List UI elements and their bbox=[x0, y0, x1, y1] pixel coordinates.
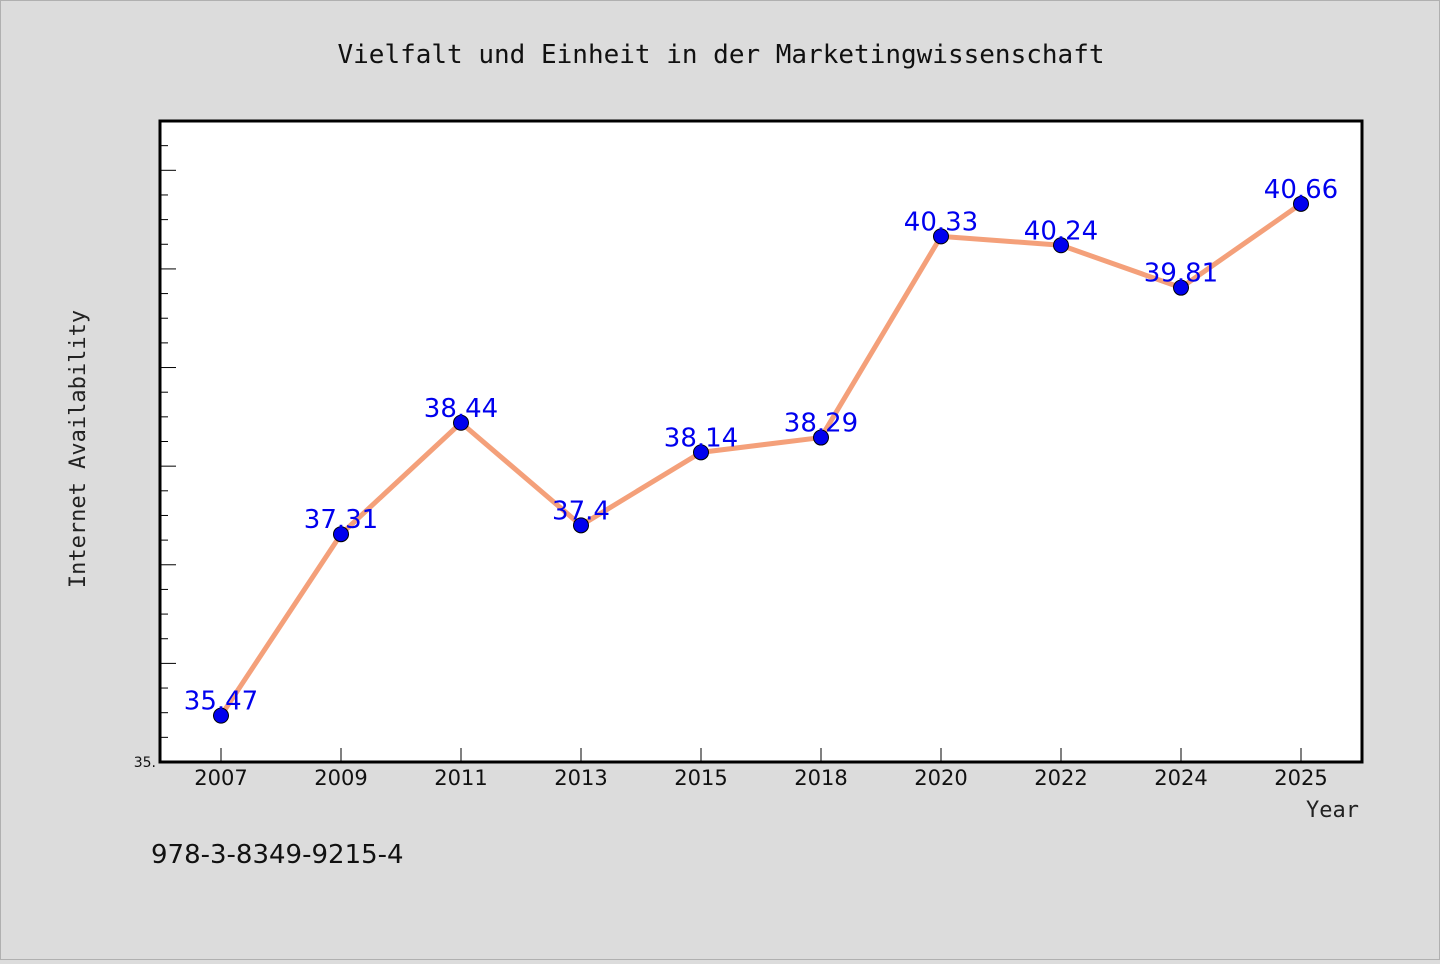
data-point bbox=[453, 414, 469, 431]
data-point bbox=[1293, 195, 1309, 212]
x-tick-label: 2022 bbox=[1034, 766, 1087, 790]
data-label: 38.14 bbox=[664, 423, 738, 453]
series-path bbox=[218, 201, 1304, 719]
data-point bbox=[333, 526, 349, 543]
data-label: 37.31 bbox=[304, 505, 378, 535]
data-label: 40.66 bbox=[1264, 175, 1338, 205]
data-point bbox=[1053, 237, 1069, 254]
x-tick-label: 2009 bbox=[314, 766, 367, 790]
data-label: 40.33 bbox=[904, 207, 978, 237]
data-point bbox=[933, 228, 949, 245]
data-label: 39.81 bbox=[1144, 259, 1218, 289]
x-tick-label: 2020 bbox=[914, 766, 967, 790]
x-tick-label: 2013 bbox=[554, 766, 607, 790]
data-point bbox=[813, 429, 829, 446]
footer-isbn: 978-3-8349-9215-4 bbox=[151, 840, 404, 870]
x-tick-label: 2024 bbox=[1154, 766, 1207, 790]
y-ticks: 35. bbox=[134, 120, 176, 771]
data-point bbox=[1173, 279, 1189, 296]
data-labels: 35.47 37.31 38.44 37.4 38.14 38.29 40.33 40.24 3… bbox=[184, 175, 1338, 717]
x-ticks: 2007 2009 2011 2013 2015 2018 2020 2022 2024 2025 bbox=[194, 748, 1328, 790]
data-point bbox=[693, 444, 709, 461]
x-axis-label: Year bbox=[1306, 798, 1359, 823]
y-tick-label: 35. bbox=[134, 755, 156, 771]
x-tick-label: 2007 bbox=[194, 766, 247, 790]
x-tick-label: 2015 bbox=[674, 766, 727, 790]
data-label: 37.4 bbox=[552, 496, 610, 526]
data-point bbox=[213, 707, 229, 724]
series-line bbox=[218, 201, 1304, 719]
data-point bbox=[573, 517, 589, 534]
data-label: 38.44 bbox=[424, 394, 498, 424]
plot-area bbox=[158, 119, 1364, 764]
data-label: 40.24 bbox=[1024, 216, 1098, 246]
x-tick-label: 2011 bbox=[434, 766, 487, 790]
data-label: 38.29 bbox=[784, 409, 858, 439]
y-axis-label: Internet Availability bbox=[66, 310, 91, 588]
x-tick-label: 2025 bbox=[1274, 766, 1327, 790]
x-tick-label: 2018 bbox=[794, 766, 847, 790]
series-markers bbox=[213, 195, 1309, 724]
chart-title: Vielfalt und Einheit in der Marketingwis… bbox=[337, 40, 1104, 70]
data-label: 35.47 bbox=[184, 687, 258, 717]
